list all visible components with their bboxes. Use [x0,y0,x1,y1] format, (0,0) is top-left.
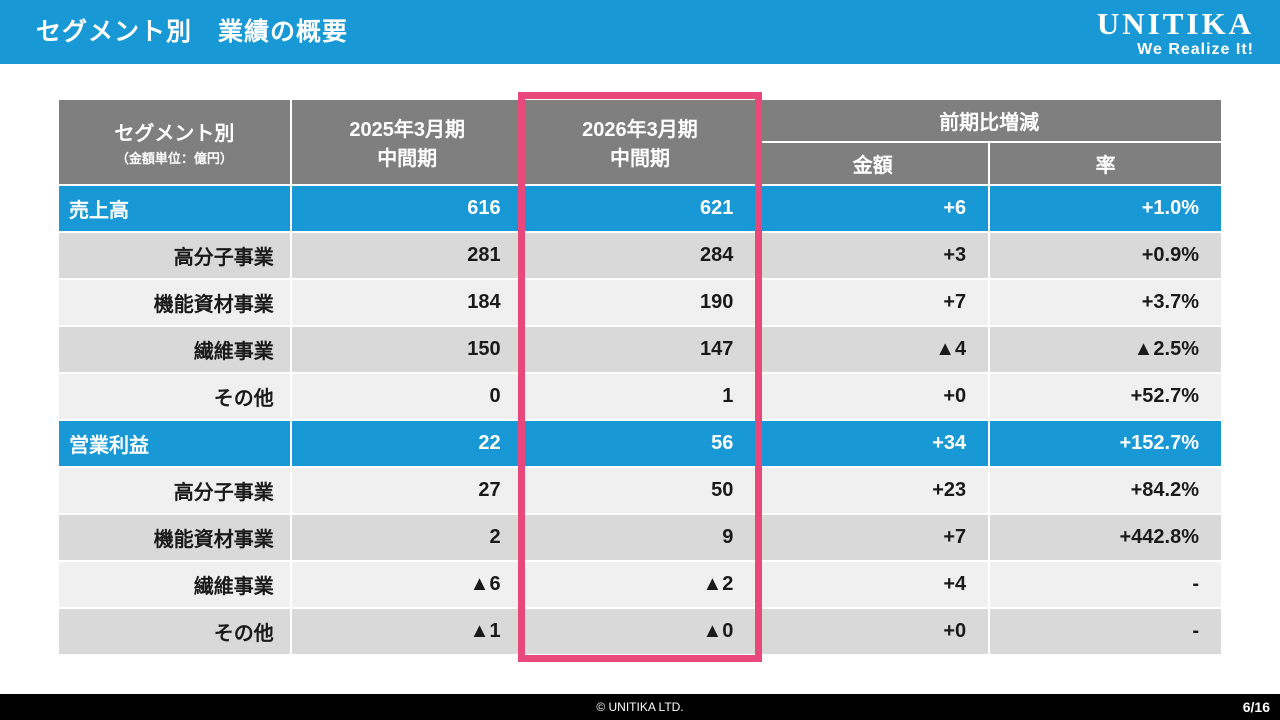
table-row-net-sales: 売上高 616 621 +6 +1.0% [59,186,1221,231]
row-label: その他 [59,374,290,419]
fy2026-value: 1 [524,374,756,419]
row-label: 繊維事業 [59,562,290,607]
yoy-rate-value: +0.9% [990,233,1221,278]
table-row: 機能資材事業 184 190 +7 +3.7% [59,280,1221,325]
fy2026-value: ▲2 [524,562,756,607]
title-bar: セグメント別 業績の概要 UNITIKA We Realize It! [0,0,1280,64]
fy2026-value: ▲0 [524,609,756,654]
table-row: 高分子事業 281 284 +3 +0.9% [59,233,1221,278]
fy2026-value: 9 [524,515,756,560]
header-segment-label: セグメント別 [114,123,235,145]
segment-results-table: セグメント別 （金額単位：億円） 2025年3月期 中間期 2026年3月期 中… [57,98,1223,656]
logo-wordmark: UNITIKA [1096,6,1254,41]
yoy-rate-value: ▲2.5% [990,327,1221,372]
logo-tagline: We Realize It! [1137,41,1254,58]
yoy-amount-value: +0 [757,374,989,419]
yoy-amount-value: +34 [757,421,989,466]
yoy-amount-value: +7 [757,515,989,560]
yoy-rate-value: - [990,609,1221,654]
table-row: 繊維事業 150 147 ▲4 ▲2.5% [59,327,1221,372]
fy2026-value: 50 [524,468,756,513]
yoy-rate-value: - [990,562,1221,607]
yoy-rate-value: +84.2% [990,468,1221,513]
footer-bar: © UNITIKA LTD. 6/16 [0,694,1280,720]
row-label: 売上高 [59,186,290,231]
header-fy2025: 2025年3月期 中間期 [291,100,523,184]
yoy-amount-value: +4 [757,562,989,607]
row-label: 高分子事業 [59,233,290,278]
table-header: セグメント別 （金額単位：億円） 2025年3月期 中間期 2026年3月期 中… [59,100,1221,184]
header-yoy-amount: 金額 [757,143,989,184]
yoy-amount-value: +7 [757,280,989,325]
table-row: その他 0 1 +0 +52.7% [59,374,1221,419]
yoy-amount-value: +23 [757,468,989,513]
fy2025-value: 27 [291,468,523,513]
fy2025-value: 616 [291,186,523,231]
fy2026-value: 56 [524,421,756,466]
header-yoy-rate: 率 [990,143,1221,184]
yoy-amount-value: +0 [757,609,989,654]
fy2026-value: 621 [524,186,756,231]
header-segment-unit: （金額単位：億円） [115,151,233,166]
fy2025-value: 22 [291,421,523,466]
yoy-amount-value: ▲4 [757,327,989,372]
table-row: 高分子事業 27 50 +23 +84.2% [59,468,1221,513]
fy2026-value: 190 [524,280,756,325]
fy2025-value: 2 [291,515,523,560]
yoy-rate-value: +152.7% [990,421,1221,466]
page-title: セグメント別 業績の概要 [36,18,349,46]
row-label: その他 [59,609,290,654]
fy2026-value: 284 [524,233,756,278]
fy2026-value: 147 [524,327,756,372]
fy2025-value: 150 [291,327,523,372]
yoy-amount-value: +3 [757,233,989,278]
row-label: 繊維事業 [59,327,290,372]
header-fy2026: 2026年3月期 中間期 [524,100,756,184]
yoy-amount-value: +6 [757,186,989,231]
row-label: 機能資材事業 [59,280,290,325]
row-label: 営業利益 [59,421,290,466]
fy2025-value: ▲1 [291,609,523,654]
row-label: 高分子事業 [59,468,290,513]
page-number: 6/16 [1242,699,1270,715]
table-row: 繊維事業 ▲6 ▲2 +4 - [59,562,1221,607]
header-segment: セグメント別 （金額単位：億円） [59,100,290,184]
yoy-rate-value: +52.7% [990,374,1221,419]
table-row: 機能資材事業 2 9 +7 +442.8% [59,515,1221,560]
yoy-rate-value: +3.7% [990,280,1221,325]
table-row-operating-income: 営業利益 22 56 +34 +152.7% [59,421,1221,466]
yoy-rate-value: +1.0% [990,186,1221,231]
fy2025-value: 0 [291,374,523,419]
fy2025-value: ▲6 [291,562,523,607]
row-label: 機能資材事業 [59,515,290,560]
unitika-logo: UNITIKA We Realize It! [1096,6,1254,59]
fy2025-value: 184 [291,280,523,325]
yoy-rate-value: +442.8% [990,515,1221,560]
copyright-text: © UNITIKA LTD. [596,700,684,714]
fy2025-value: 281 [291,233,523,278]
header-yoy-group: 前期比増減 [757,100,1221,141]
table-row: その他 ▲1 ▲0 +0 - [59,609,1221,654]
